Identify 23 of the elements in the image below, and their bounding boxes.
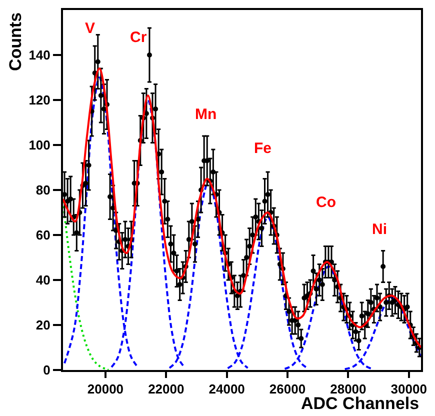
x-tick-label: 20000 [87, 382, 124, 397]
y-tick-label: 0 [43, 362, 50, 378]
x-tick-label: 30000 [390, 382, 427, 397]
annotation: V [85, 20, 96, 37]
y-tick-label: 60 [36, 228, 50, 243]
annotation: Mn [195, 106, 217, 123]
annotation: Ni [372, 221, 387, 238]
y-tick-label: 100 [28, 138, 50, 153]
x-tick-label: 24000 [208, 382, 245, 397]
annotation: Cr [130, 29, 147, 46]
x-tick-label: 26000 [269, 382, 306, 397]
y-tick-label: 40 [36, 272, 50, 288]
y-tick-label: 140 [28, 48, 50, 63]
y-tick-label: 20 [36, 318, 50, 333]
x-tick-label: 22000 [148, 382, 184, 397]
y-axis-title: Counts [6, 12, 25, 71]
annotation: Co [316, 194, 336, 211]
annotation: Fe [254, 140, 272, 157]
x-tick-label: 28000 [330, 382, 366, 397]
line-series [63, 200, 110, 370]
y-tick-label: 120 [28, 92, 50, 108]
x-axis-title: ADC Channels [301, 394, 420, 413]
y-tick-label: 80 [36, 182, 50, 198]
